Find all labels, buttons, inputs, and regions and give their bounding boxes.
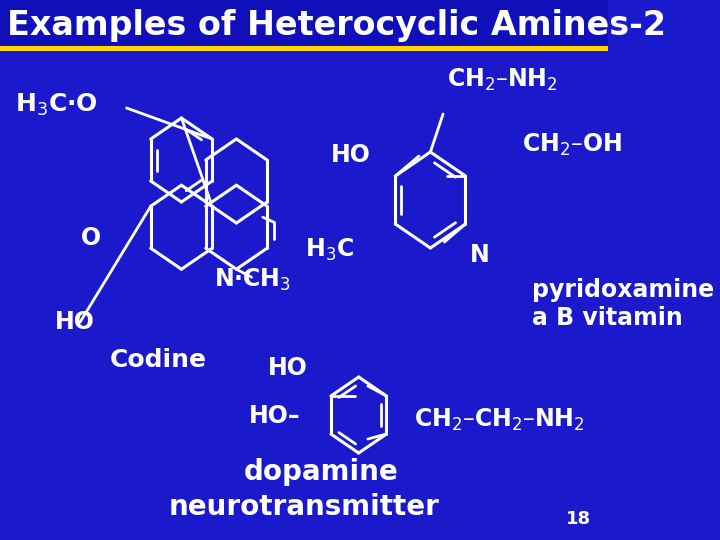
- Text: N·CH$_3$: N·CH$_3$: [214, 267, 290, 293]
- Text: Examples of Heterocyclic Amines-2: Examples of Heterocyclic Amines-2: [6, 10, 666, 43]
- Text: neurotransmitter: neurotransmitter: [168, 493, 439, 521]
- Text: O: O: [81, 226, 102, 250]
- Text: HO: HO: [55, 310, 95, 334]
- Bar: [0, 0, 608, 48]
- Text: pyridoxamine: pyridoxamine: [531, 278, 714, 302]
- Text: HO: HO: [330, 143, 371, 167]
- Text: Codine: Codine: [110, 348, 207, 372]
- Text: CH$_2$–NH$_2$: CH$_2$–NH$_2$: [447, 67, 558, 93]
- Text: dopamine: dopamine: [243, 458, 398, 486]
- Bar: [0, 46, 608, 51]
- Text: N: N: [469, 243, 489, 267]
- Text: 18: 18: [566, 510, 590, 528]
- Text: CH$_2$–OH: CH$_2$–OH: [521, 132, 621, 158]
- Text: HO: HO: [269, 356, 308, 380]
- Text: CH$_2$–CH$_2$–NH$_2$: CH$_2$–CH$_2$–NH$_2$: [413, 407, 585, 433]
- Text: a B vitamin: a B vitamin: [531, 306, 683, 330]
- Text: H$_3$C: H$_3$C: [305, 237, 354, 263]
- Text: H$_3$C·O: H$_3$C·O: [15, 92, 98, 118]
- Text: HO–: HO–: [249, 404, 300, 428]
